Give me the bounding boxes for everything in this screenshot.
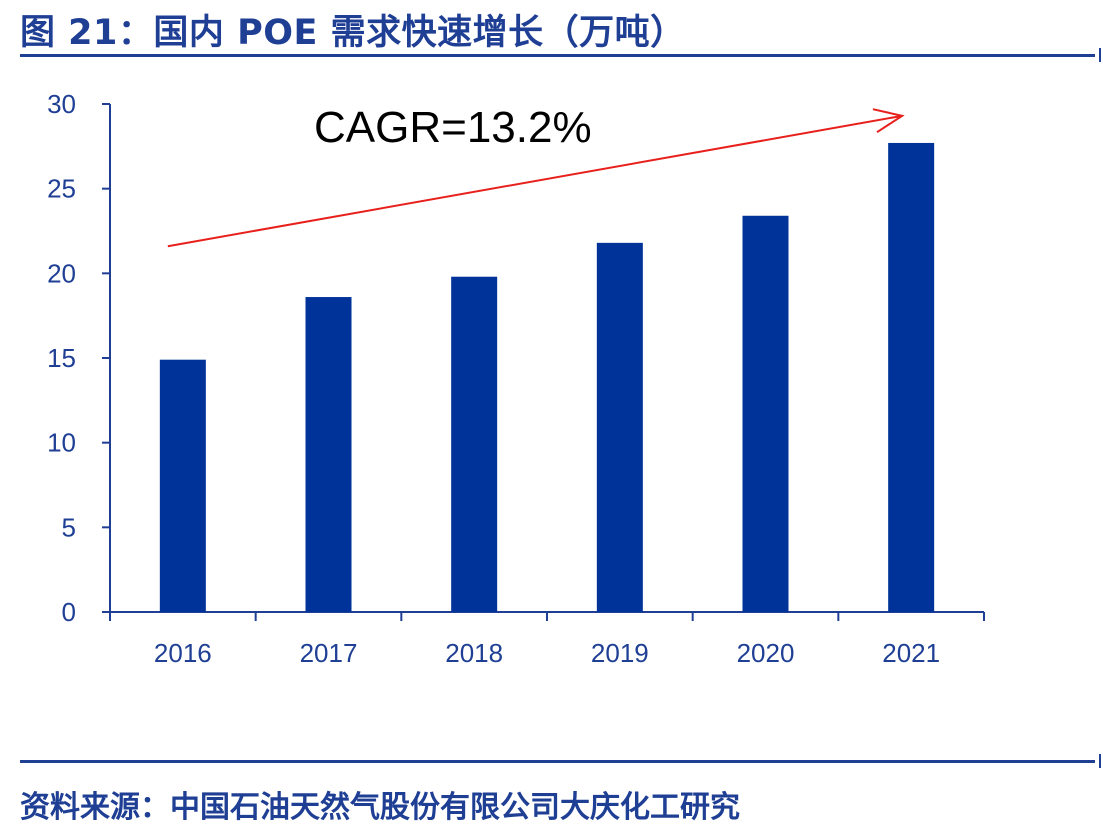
x-tick-label: 2019 (591, 638, 649, 668)
trend-arrow-line (167, 114, 903, 248)
y-tick-label: 5 (62, 512, 76, 542)
x-axis: 2016 2017 2018 2019 2020 2021 (109, 611, 985, 668)
x-tick-label: 2020 (737, 638, 795, 668)
trend-arrow-head (872, 108, 905, 134)
y-tick-label: 0 (62, 597, 76, 627)
bar-2021 (888, 142, 935, 612)
bar-chart: 0 5 10 15 20 25 30 2016 2017 2018 2019 2020 2021 CA… (47, 89, 985, 668)
source-note: 资料来源：中国石油天然气股份有限公司大庆化工研究 (20, 790, 740, 825)
bar-2019 (596, 242, 643, 612)
x-tick-label: 2018 (445, 638, 503, 668)
y-tick-label: 25 (47, 174, 76, 204)
cagr-label: CAGR=13.2% (314, 103, 592, 152)
title-divider-tick (1099, 48, 1101, 62)
source-divider-tick (1099, 754, 1101, 768)
y-tick-label: 15 (47, 343, 76, 373)
bar-2017 (305, 297, 352, 612)
y-tick-label: 20 (47, 258, 76, 288)
bar-2018 (451, 276, 498, 612)
x-tick-label: 2017 (300, 638, 358, 668)
bar-2016 (159, 359, 206, 612)
x-tick-label: 2021 (882, 638, 940, 668)
title-divider (20, 54, 1095, 57)
figure-title: 图 21：国内 POE 需求快速增长（万吨） (20, 13, 686, 53)
bars-group (159, 142, 935, 612)
y-tick-label: 30 (47, 89, 76, 119)
trend-annotation: CAGR=13.2% (167, 103, 905, 248)
y-tick-label: 10 (47, 428, 76, 458)
source-divider (20, 760, 1095, 763)
y-axis: 0 5 10 15 20 25 30 (47, 89, 111, 627)
x-tick-label: 2016 (154, 638, 212, 668)
bar-2020 (742, 215, 789, 612)
